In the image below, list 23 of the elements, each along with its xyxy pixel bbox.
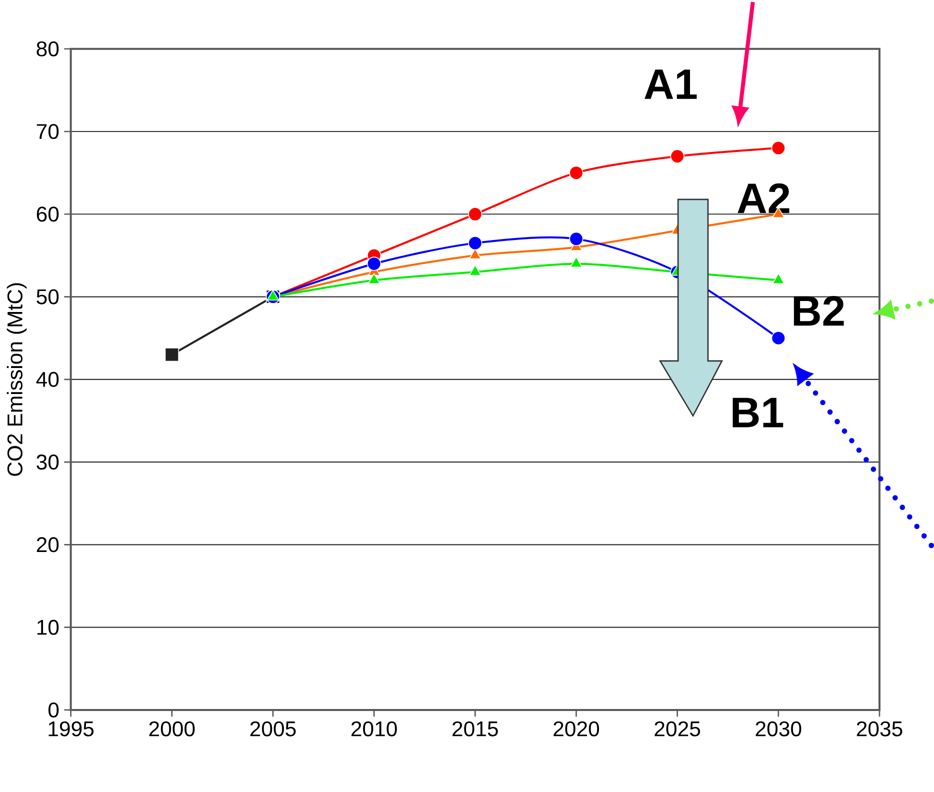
x-tick-label: 2005 — [250, 721, 296, 736]
y-tick-label: 80 — [36, 41, 59, 57]
x-tick-label: 1995 — [48, 721, 94, 736]
series-label: B1 — [732, 398, 784, 428]
x-tick-label: 2020 — [554, 721, 600, 736]
series-label: A2 — [738, 183, 790, 214]
y-tick-label: 30 — [36, 454, 59, 470]
series-label: B2 — [794, 296, 844, 326]
y-tick-label: 10 — [37, 620, 59, 635]
x-tick-label: 2000 — [149, 721, 195, 736]
series-label: A1 — [644, 70, 697, 99]
y-tick-label: 50 — [36, 289, 59, 304]
x-tick-label: 2015 — [452, 721, 498, 736]
x-tick-label: 2035 — [856, 721, 902, 736]
x-tick-label: 2030 — [756, 721, 802, 736]
y-tick-label: 60 — [36, 206, 59, 222]
x-tick-label: 2025 — [654, 721, 700, 736]
y-tick-label: 40 — [36, 372, 59, 388]
y-tick-label: 20 — [36, 537, 59, 552]
y-tick-label: 70 — [36, 124, 59, 140]
y-tick-label: 0 — [48, 702, 59, 718]
y-axis-title: CO2 Emission (MtC) — [6, 283, 27, 476]
x-tick-label: 2010 — [351, 721, 397, 736]
